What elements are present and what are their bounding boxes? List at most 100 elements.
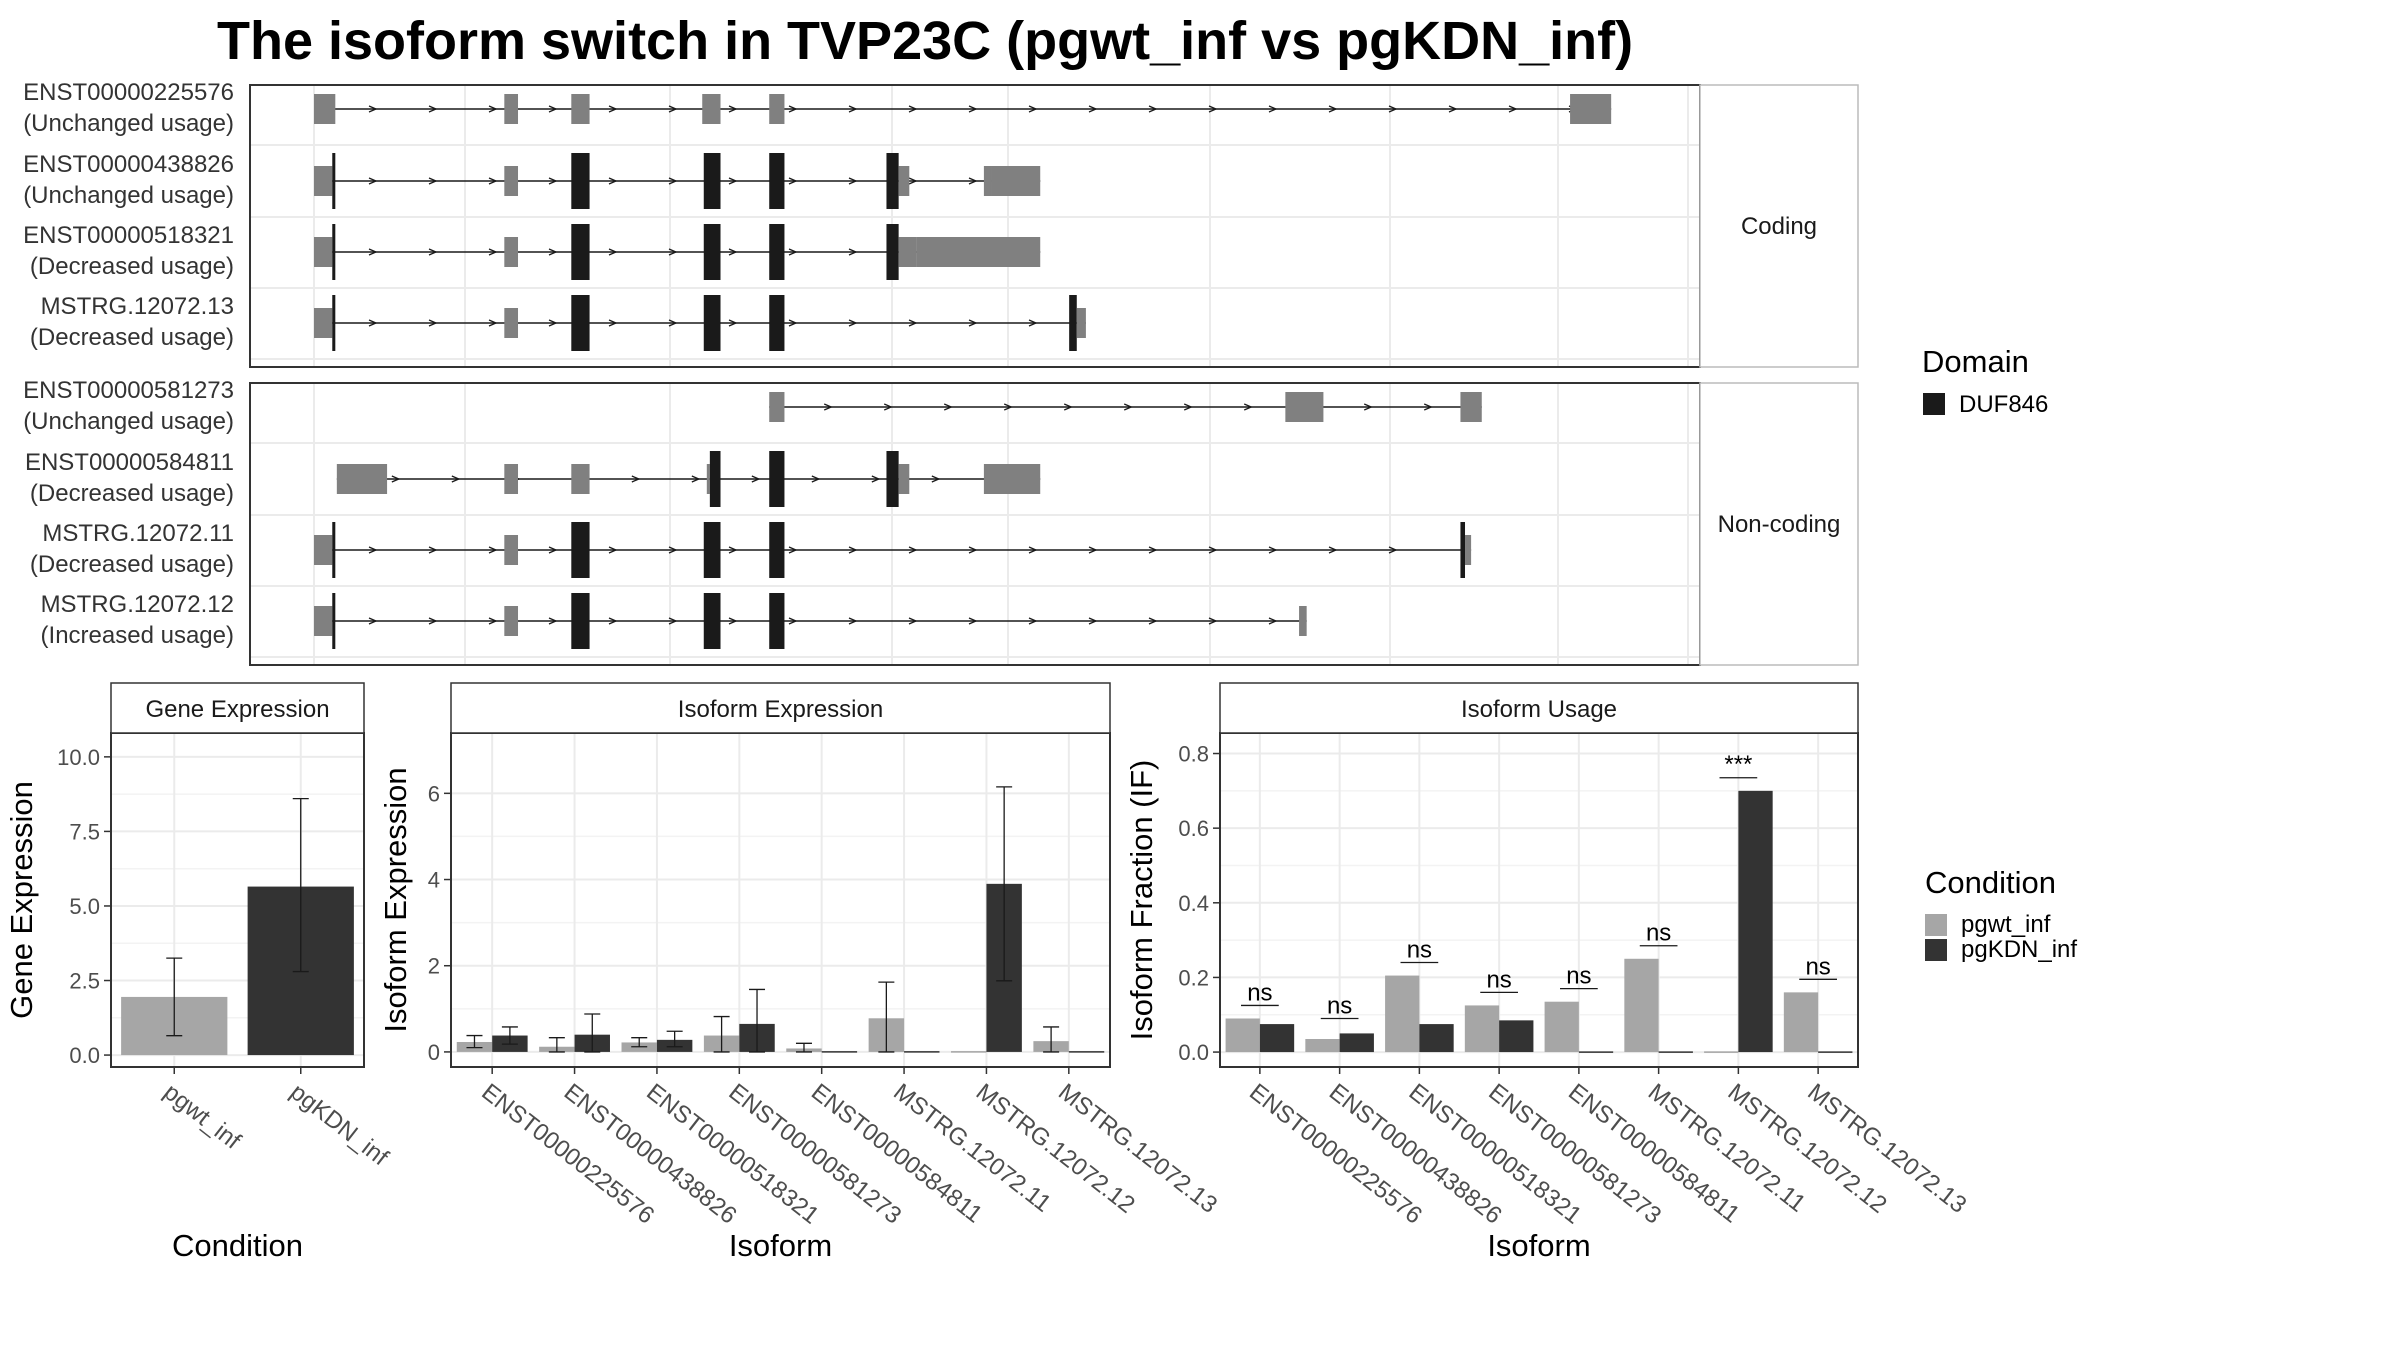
- cds-exon: [703, 224, 721, 280]
- strand-arrow: [728, 177, 738, 185]
- strand-arrow: [608, 248, 618, 256]
- strand-arrow: [668, 177, 678, 185]
- cds-exon: [703, 522, 721, 578]
- strand-arrow: [368, 546, 378, 554]
- strand-arrow: [968, 546, 978, 554]
- strand-arrow: [811, 475, 821, 483]
- transcript-label-id: ENST00000584811: [25, 449, 234, 476]
- bar: [1419, 1024, 1454, 1053]
- utr-exon: [314, 535, 333, 565]
- utr-exon: [336, 464, 388, 494]
- utr-exon: [314, 237, 333, 267]
- strand-arrow: [668, 546, 678, 554]
- utr-exon: [571, 464, 590, 494]
- strand-arrow: [1088, 105, 1098, 113]
- strand-arrow: [871, 475, 881, 483]
- utr-exon: [504, 237, 519, 267]
- utr-exon: [1570, 94, 1612, 124]
- transcript-row: [314, 153, 1041, 209]
- facet-strip: [1699, 84, 1859, 368]
- strand-arrow: [1328, 105, 1338, 113]
- y-tick-label: 5.0: [69, 894, 100, 919]
- strand-arrow: [428, 105, 438, 113]
- cds-exon: [703, 593, 721, 649]
- transcript-label-id: MSTRG.12072.13: [41, 293, 234, 320]
- strand-arrow: [968, 105, 978, 113]
- cds-exon: [571, 593, 590, 649]
- strand-arrow: [931, 475, 941, 483]
- cds-exon: [1460, 522, 1466, 578]
- strand-arrow: [1363, 403, 1373, 411]
- strand-arrow: [608, 105, 618, 113]
- strand-arrow: [728, 248, 738, 256]
- panel-strip: [450, 682, 1111, 734]
- strand-arrow: [751, 475, 761, 483]
- cds-exon: [886, 451, 899, 507]
- cds-exon: [703, 295, 721, 351]
- transcript-row: [314, 522, 1472, 578]
- strand-arrow: [548, 319, 558, 327]
- strand-arrow: [1268, 105, 1278, 113]
- strand-arrow: [428, 319, 438, 327]
- strand-arrow: [1328, 546, 1338, 554]
- cds-exon: [571, 153, 590, 209]
- transcript-facet-non-coding: [249, 382, 1859, 666]
- strand-arrow: [368, 177, 378, 185]
- transcript-label-id: ENST00000438826: [23, 151, 234, 178]
- cds-exon: [886, 153, 899, 209]
- strand-arrow: [548, 248, 558, 256]
- utr-exon: [504, 166, 519, 196]
- facet-background: [250, 85, 1700, 367]
- strand-arrow: [1268, 617, 1278, 625]
- strand-arrow: [1388, 105, 1398, 113]
- x-tick-label: pgwt_inf: [159, 1078, 246, 1155]
- y-tick-label: 0.8: [1178, 742, 1209, 767]
- strand-arrow: [368, 617, 378, 625]
- cds-exon: [1069, 295, 1077, 351]
- y-axis-title: Gene Expression: [4, 781, 39, 1019]
- strand-arrow: [848, 617, 858, 625]
- strand-arrow: [668, 248, 678, 256]
- strand-arrow: [943, 403, 953, 411]
- strand-arrow: [1148, 546, 1158, 554]
- strand-arrow: [1028, 319, 1038, 327]
- domain-legend-label: DUF846: [1959, 391, 2048, 418]
- strand-arrow: [848, 546, 858, 554]
- strand-arrow: [1243, 403, 1253, 411]
- y-tick-label: 0: [428, 1040, 440, 1065]
- y-tick-label: 0.6: [1178, 816, 1209, 841]
- x-tick-label: pgKDN_inf: [285, 1078, 393, 1171]
- transcript-label-usage: (Increased usage): [41, 622, 234, 649]
- cds-exon: [769, 295, 785, 351]
- cds-exon: [769, 593, 785, 649]
- panel-strip-label: Isoform Expression: [678, 696, 883, 723]
- transcript-label-usage: (Decreased usage): [30, 324, 234, 351]
- strand-arrow: [968, 177, 978, 185]
- panel-strip-label: Isoform Usage: [1461, 696, 1617, 723]
- cds-exon: [769, 153, 785, 209]
- strand-arrow: [908, 105, 918, 113]
- strand-arrow: [908, 177, 918, 185]
- bar: [1544, 1001, 1579, 1053]
- domain-legend-title: Domain: [1922, 344, 2029, 379]
- panel-strip: [110, 682, 365, 734]
- strand-arrow: [548, 105, 558, 113]
- condition-legend-label: pgKDN_inf: [1961, 936, 2077, 963]
- strand-arrow: [848, 177, 858, 185]
- strand-arrow: [908, 319, 918, 327]
- condition-legend-swatch: [1925, 914, 1947, 936]
- bar: [1738, 790, 1773, 1053]
- transcript-label-id: ENST00000225576: [23, 79, 234, 106]
- strand-arrow: [728, 319, 738, 327]
- transcript-row: [314, 94, 1612, 124]
- utr-exon: [916, 237, 1041, 267]
- cds-exon: [332, 153, 336, 209]
- strand-arrow: [1088, 546, 1098, 554]
- strand-arrow: [391, 475, 401, 483]
- y-tick-label: 4: [428, 868, 440, 893]
- utr-exon: [983, 166, 992, 196]
- strand-arrow: [823, 403, 833, 411]
- transcript-row: [769, 392, 1482, 422]
- strand-arrow: [1123, 403, 1133, 411]
- cds-exon: [769, 451, 785, 507]
